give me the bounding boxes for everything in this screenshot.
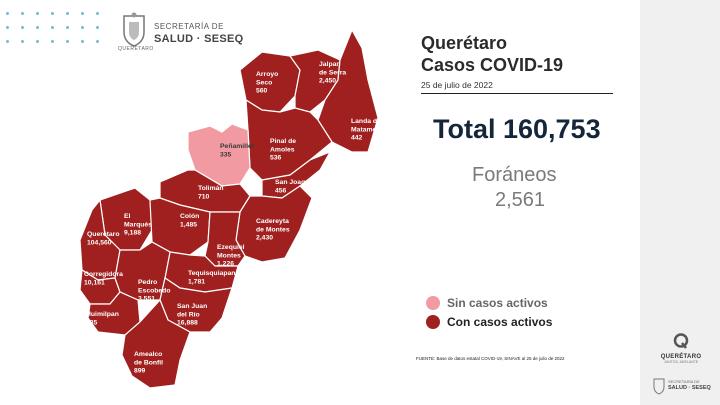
municipality-value: 1,781 bbox=[188, 278, 205, 285]
municipality-name: Amoles bbox=[270, 146, 295, 153]
agency-small-line1: SECRETARÍA DE bbox=[668, 379, 700, 384]
legend-no-active-label: Sin casos activos bbox=[447, 296, 548, 310]
legend-pink-dot bbox=[426, 296, 440, 310]
municipality-value: 2,450 bbox=[319, 78, 336, 85]
state-logo: QUERÉTARO JUNTOS, ADELANTE bbox=[650, 333, 712, 364]
municipality-name: Matamoros bbox=[351, 126, 387, 133]
foraneos-label: Foráneos bbox=[472, 164, 557, 186]
legend-no-active: Sin casos activos bbox=[426, 296, 548, 310]
municipality-amealco bbox=[121, 298, 191, 389]
agency-small-line2: SALUD · SESEQ bbox=[668, 385, 711, 391]
municipality-name: Arroyo bbox=[256, 71, 278, 78]
municipality-value: 104,560 bbox=[87, 239, 112, 246]
municipality-value: 456 bbox=[275, 187, 287, 194]
seal-caption: QUERÉTARO bbox=[118, 46, 154, 52]
agency-line2: SALUD · SESEQ bbox=[154, 33, 244, 45]
title-divider bbox=[421, 93, 613, 94]
municipality-name: Colón bbox=[180, 213, 199, 220]
municipality-value: 2,430 bbox=[256, 235, 273, 242]
municipality-penamiller bbox=[187, 123, 251, 187]
report-subtitle: Casos COVID-19 bbox=[421, 55, 564, 75]
municipality-value: 3,551 bbox=[138, 296, 155, 303]
decorative-dots bbox=[6, 12, 108, 52]
municipality-value: 9,188 bbox=[124, 230, 141, 237]
municipality-value: 335 bbox=[220, 151, 232, 158]
municipality-name: Seco bbox=[256, 79, 272, 86]
legend-active: Con casos activos bbox=[426, 315, 552, 329]
municipality-name: del Río bbox=[177, 311, 200, 318]
state-logo-slogan: JUNTOS, ADELANTE bbox=[663, 360, 699, 364]
municipality-value: 535 bbox=[86, 319, 98, 326]
municipality-value: 442 bbox=[351, 135, 363, 142]
municipality-name: de Montes bbox=[256, 226, 290, 233]
municipality-name: Pedro bbox=[138, 279, 157, 286]
municipality-name: Ezequiel bbox=[217, 244, 245, 251]
municipality-name: El bbox=[124, 213, 131, 220]
report-title: Querétaro Casos COVID-19 bbox=[421, 32, 563, 76]
agency-logo: QUERÉTARO SECRETARÍA DE SALUD · SESEQ bbox=[118, 12, 258, 54]
municipality-name: Tequisquiapan bbox=[188, 270, 235, 277]
agency-line1: SECRETARÍA DE bbox=[154, 22, 224, 31]
municipality-name: San Juan bbox=[177, 303, 207, 310]
municipality-value: 1,226 bbox=[217, 261, 234, 268]
municipality-name: Tolimán bbox=[198, 185, 224, 192]
foraneos-value: 2,561 bbox=[495, 189, 546, 211]
municipality-value: 899 bbox=[134, 368, 146, 375]
state-name: Querétaro bbox=[421, 33, 508, 53]
municipality-name: Querétaro bbox=[87, 231, 119, 238]
municipality-name: Marqués bbox=[124, 221, 152, 228]
municipality-landa bbox=[317, 28, 379, 153]
municipality-name: Huimilpan bbox=[86, 311, 119, 318]
queretaro-q-icon bbox=[673, 333, 689, 349]
municipality-value: 1,485 bbox=[180, 221, 197, 228]
municipality-value: 10,161 bbox=[84, 279, 105, 286]
municipality-value: 16,888 bbox=[177, 320, 198, 327]
total-cases: Total 160,753 bbox=[433, 114, 601, 144]
legend-active-label: Con casos activos bbox=[447, 315, 553, 329]
municipality-jalpan bbox=[288, 49, 341, 113]
municipality-name: de Serra bbox=[319, 69, 346, 76]
state-logo-name: QUERÉTARO bbox=[660, 354, 702, 360]
municipality-name: Peñamiller bbox=[220, 143, 255, 150]
right-sidebar bbox=[640, 0, 720, 405]
municipality-value: 710 bbox=[198, 193, 210, 200]
map-regions bbox=[79, 28, 379, 389]
municipality-name: San Joaquín bbox=[275, 179, 315, 186]
municipality-value: 560 bbox=[256, 88, 268, 95]
data-source: FUENTE: Base de datos estatal COVID-19, … bbox=[416, 356, 565, 361]
agency-logo-small: SECRETARÍA DE SALUD · SESEQ bbox=[650, 375, 712, 399]
municipality-name: Escobedo bbox=[138, 287, 170, 294]
municipality-name: Amealco bbox=[134, 351, 162, 358]
state-seal-small-icon bbox=[653, 378, 665, 395]
municipality-name: Cadereyta bbox=[256, 218, 289, 225]
municipality-value: 536 bbox=[270, 155, 282, 162]
municipality-name: de Bonfil bbox=[134, 359, 163, 366]
legend-red-dot bbox=[426, 315, 440, 329]
municipality-name: Pinal de bbox=[270, 138, 296, 145]
municipality-name: Corregidora bbox=[84, 271, 123, 278]
municipality-name: Montes bbox=[217, 252, 241, 259]
municipality-name: Jalpan bbox=[319, 61, 341, 68]
state-seal-icon bbox=[123, 12, 145, 47]
report-date: 25 de julio de 2022 bbox=[421, 80, 493, 90]
municipality-name: Landa de bbox=[351, 118, 381, 125]
